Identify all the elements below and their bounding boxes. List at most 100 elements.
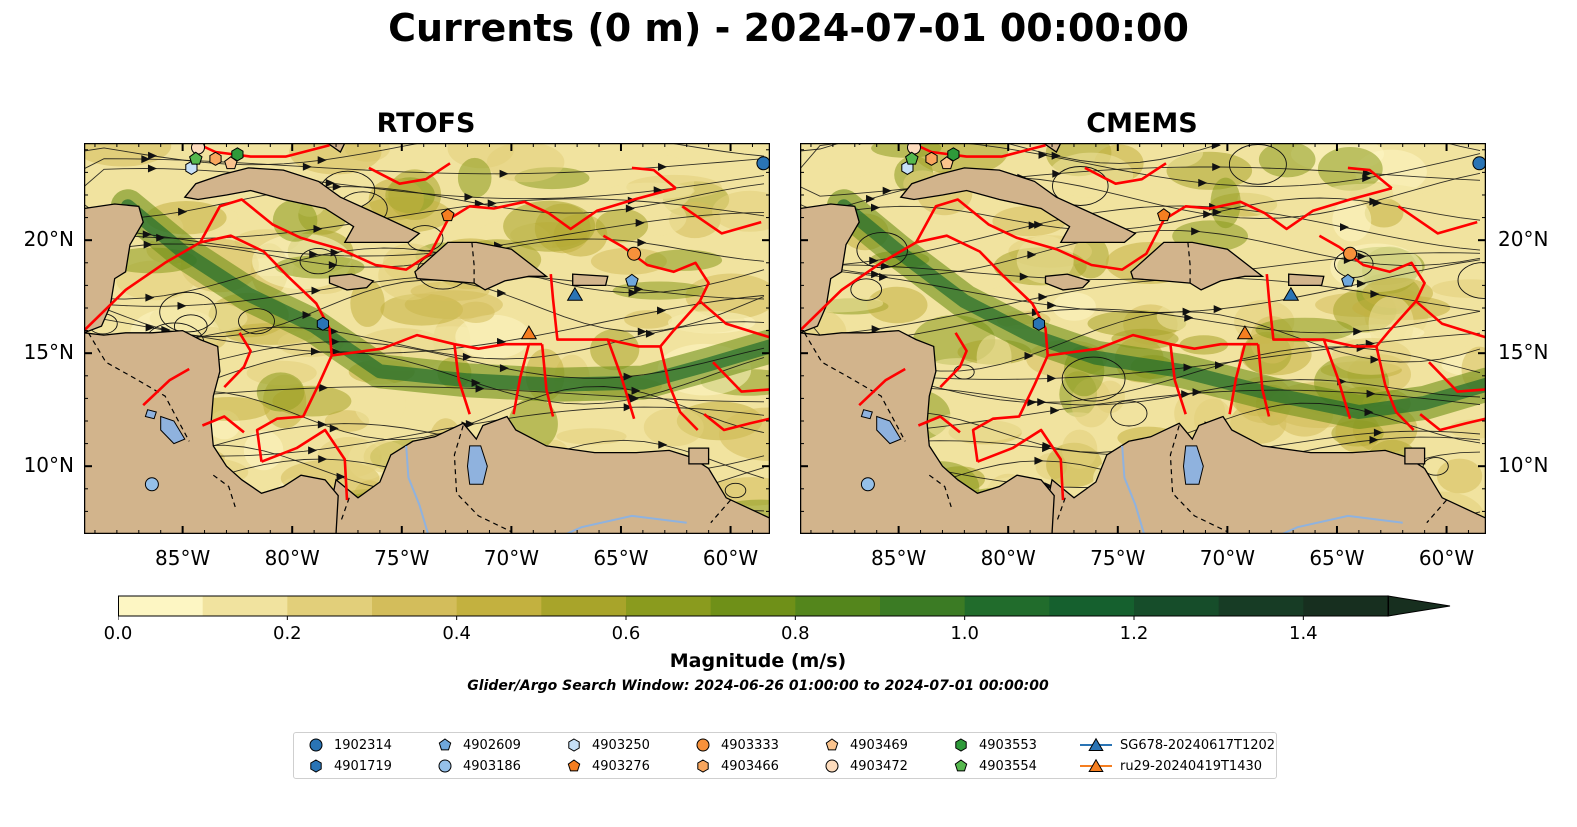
- marker-4903553: [231, 147, 244, 162]
- observation-legend: 1902314 4901719 4902609 4903186 4903250 49032…: [293, 732, 1277, 779]
- marker-4903276: [567, 759, 581, 772]
- colorbar-label: Magnitude (m/s): [669, 650, 847, 672]
- marker-4903250: [901, 160, 914, 175]
- legend-item: 4903333: [693, 735, 779, 755]
- panel-title-cmems: CMEMS: [1086, 108, 1198, 139]
- lon-tick-label: 65°W: [1309, 546, 1365, 570]
- legend-item: 4903553: [951, 735, 1037, 755]
- lon-tick-label: 70°W: [483, 546, 539, 570]
- map-frame: [84, 143, 770, 534]
- lake-maracaibo: [466, 445, 488, 485]
- marker-SG678-20240617T1202: [566, 286, 584, 301]
- colorbar-segment: [287, 596, 373, 616]
- river: [1281, 514, 1403, 534]
- colorbar-segment: [710, 596, 796, 616]
- legend-label: 4903553: [979, 737, 1037, 753]
- colorbar-tick-label: 1.0: [950, 623, 979, 644]
- legend-marker-icon: [309, 738, 323, 752]
- marker-ru29-20240419T1430: [520, 325, 538, 340]
- legend-marker-icon: [1080, 737, 1112, 751]
- marker-4903554: [954, 759, 968, 772]
- map-frame: [800, 143, 1486, 534]
- land-yucatan: [800, 203, 860, 334]
- colorbar-tick-label: 1.4: [1289, 623, 1318, 644]
- legend-marker-icon: [438, 738, 452, 751]
- marker-4901719: [316, 316, 329, 331]
- colorbar-segment: [880, 596, 966, 616]
- legend-item: ru29-20240419T1430: [1080, 756, 1262, 776]
- marker-1902314: [1472, 156, 1486, 171]
- colorbar-segment: [1303, 596, 1389, 616]
- rtofs-current-map[interactable]: [84, 143, 770, 534]
- legend-item: 4902609: [435, 735, 521, 755]
- lon-tick-label: 60°W: [702, 546, 759, 570]
- legend-label: 4903333: [721, 737, 779, 753]
- lake-nicaragua: [160, 415, 186, 445]
- land-yucatan: [84, 203, 144, 334]
- legend-label: 4903466: [721, 758, 779, 774]
- legend-item: 4903276: [564, 756, 650, 776]
- lat-tick-label: 10°N: [23, 453, 74, 478]
- land-jamaica: [328, 273, 375, 291]
- legend-marker-icon: [438, 759, 452, 773]
- legend-label: 4903186: [463, 758, 521, 774]
- cmems-current-map[interactable]: [800, 143, 1486, 534]
- legend-item: 4903250: [564, 735, 650, 755]
- colorbar-tick-label: 0.4: [442, 623, 471, 644]
- lat-tick-label: 20°N: [23, 227, 74, 252]
- marker-ru29-20240419T1430: [1236, 325, 1254, 340]
- lake-nicaragua: [876, 415, 902, 445]
- land-andros: [326, 143, 346, 153]
- observation-markers: [144, 143, 770, 492]
- marker-4903186: [144, 477, 159, 492]
- colorbar-segment: [626, 596, 712, 616]
- lake-managua: [860, 409, 873, 420]
- lat-tick-label: 20°N: [1498, 227, 1549, 252]
- lake-managua: [144, 409, 157, 420]
- marker-4901719: [1032, 316, 1045, 331]
- lon-tick-label: 80°W: [264, 546, 320, 570]
- marker-SG678-20240617T1202: [1282, 286, 1300, 301]
- colorbar-segment: [1218, 596, 1304, 616]
- colorbar-segment: [1134, 596, 1220, 616]
- legend-item: 4903466: [693, 756, 779, 776]
- marker-4903186: [438, 759, 452, 773]
- marker-4902609: [1341, 273, 1355, 287]
- legend-label: ru29-20240419T1430: [1120, 758, 1263, 774]
- country-borders: [803, 242, 1447, 533]
- search-window-text: Glider/Argo Search Window: 2024-06-26 01…: [467, 678, 1049, 694]
- marker-4901719: [310, 759, 322, 773]
- marker-ru29-20240419T1430: [1088, 758, 1104, 772]
- marker-4903333: [1343, 246, 1358, 261]
- marker-SG678-20240617T1202: [1088, 737, 1104, 751]
- lon-tick-label: 80°W: [980, 546, 1036, 570]
- land-cuba: [183, 167, 421, 244]
- lon-tick-label: 60°W: [1418, 546, 1475, 570]
- colorbar-tick-label: 0.6: [611, 623, 641, 644]
- lat-tick-label: 15°N: [1498, 340, 1549, 365]
- legend-marker-icon: [954, 759, 968, 772]
- legend-label: 4903554: [979, 758, 1037, 774]
- river: [1121, 445, 1146, 534]
- marker-4903472: [825, 759, 839, 773]
- marker-1902314: [309, 738, 323, 752]
- marker-1902314: [756, 156, 770, 171]
- land-jamaica: [1044, 273, 1091, 291]
- colorbar-segment: [372, 596, 458, 616]
- legend-item: SG678-20240617T1202: [1080, 735, 1275, 755]
- land-andros: [1042, 143, 1062, 153]
- marker-4903466: [697, 759, 709, 773]
- marker-4903276: [1157, 208, 1171, 222]
- land-cuba: [899, 167, 1137, 244]
- legend-marker-icon: [696, 738, 710, 752]
- colorbar-extend-arrow: [1387, 595, 1451, 617]
- legend-marker-icon: [567, 759, 581, 772]
- colorbar-tick-label: 1.2: [1119, 623, 1149, 644]
- marker-4903250: [568, 738, 580, 752]
- land-hispaniola: [1130, 241, 1265, 291]
- legend-label: 4902609: [463, 737, 521, 753]
- land-puerto-rico: [1288, 273, 1325, 287]
- legend-marker-icon: [955, 738, 967, 752]
- marker-4903333: [627, 246, 642, 261]
- legend-marker-icon: [1080, 758, 1112, 772]
